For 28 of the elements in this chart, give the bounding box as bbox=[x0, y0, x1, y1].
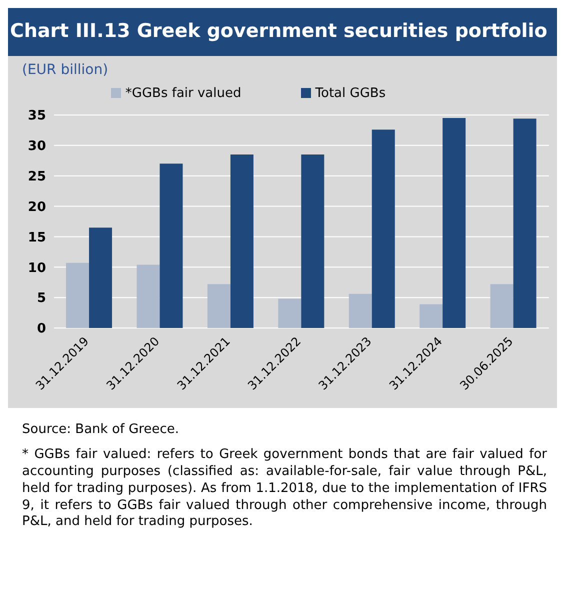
source-note: Source: Bank of Greece. bbox=[22, 422, 180, 439]
bar bbox=[301, 154, 324, 328]
y-tick-label: 10 bbox=[28, 260, 46, 276]
bar bbox=[372, 130, 395, 328]
text: * GGBs fair valued: refers to Greek government bonds that are fair valued for accounting purposes (classified as: available-for-sale, fair value through P&L, held for trading purposes). As from 1.1.2018, due to the implementation of IFRS 9, it refers to GGBs fair valued through other comprehensive income, through P&L, and held for trading purposes. bbox=[22, 446, 547, 532]
bar bbox=[513, 118, 536, 328]
y-tick-label: 20 bbox=[28, 200, 46, 215]
bar bbox=[136, 264, 160, 328]
y-tick-label: 5 bbox=[36, 291, 46, 306]
y-tick-label: 15 bbox=[28, 230, 46, 246]
y-tick-label: 35 bbox=[28, 108, 46, 124]
bar bbox=[160, 164, 183, 328]
bar bbox=[348, 294, 372, 328]
legend-label: Total GGBs bbox=[315, 86, 386, 101]
y-tick-label: 0 bbox=[36, 322, 46, 337]
legend-label: *GGBs fair valued bbox=[125, 86, 242, 101]
y-tick-label: 25 bbox=[28, 169, 46, 184]
y-axis-title: (EUR billion) bbox=[21, 62, 110, 78]
bar bbox=[89, 228, 112, 328]
bar bbox=[442, 118, 466, 328]
bar bbox=[420, 304, 443, 328]
bar bbox=[490, 284, 514, 328]
y-tick-label: 30 bbox=[28, 139, 46, 154]
bar bbox=[230, 154, 254, 328]
bar bbox=[66, 262, 90, 328]
bar bbox=[278, 298, 302, 328]
bar bbox=[207, 284, 230, 328]
chart-title: Chart III.13 Greek government securities portfolio bbox=[8, 8, 557, 56]
